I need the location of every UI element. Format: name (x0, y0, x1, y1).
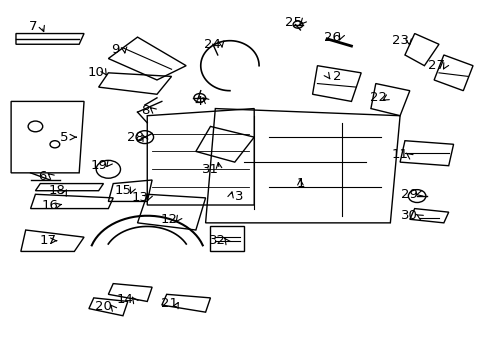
Text: 6: 6 (39, 170, 47, 183)
Text: 13: 13 (131, 192, 148, 204)
Text: 26: 26 (323, 31, 340, 44)
Text: 32: 32 (209, 234, 226, 247)
Text: 7: 7 (29, 20, 37, 33)
Text: 31: 31 (202, 163, 219, 176)
Text: 21: 21 (160, 297, 177, 310)
Text: 3: 3 (235, 190, 244, 203)
Text: 5: 5 (60, 131, 69, 144)
Text: 17: 17 (39, 234, 56, 247)
Text: 22: 22 (369, 91, 386, 104)
Text: 19: 19 (90, 159, 107, 172)
Text: 15: 15 (114, 184, 131, 197)
Text: 16: 16 (41, 198, 59, 212)
Text: 1: 1 (296, 177, 304, 190)
Text: 11: 11 (391, 148, 408, 162)
Text: 4: 4 (194, 95, 202, 108)
Text: 30: 30 (401, 209, 417, 222)
Text: 20: 20 (95, 300, 112, 313)
Text: 9: 9 (111, 43, 120, 56)
Text: 25: 25 (284, 16, 301, 29)
Text: 8: 8 (141, 104, 149, 117)
Text: 28: 28 (126, 131, 143, 144)
Text: 10: 10 (87, 66, 104, 79)
Text: 14: 14 (117, 293, 134, 306)
Text: 18: 18 (49, 184, 65, 197)
Text: 29: 29 (401, 188, 417, 201)
Text: 23: 23 (391, 34, 408, 47)
Text: 12: 12 (160, 213, 177, 226)
Text: 27: 27 (427, 59, 444, 72)
Text: 24: 24 (204, 38, 221, 51)
Text: 2: 2 (332, 70, 341, 83)
